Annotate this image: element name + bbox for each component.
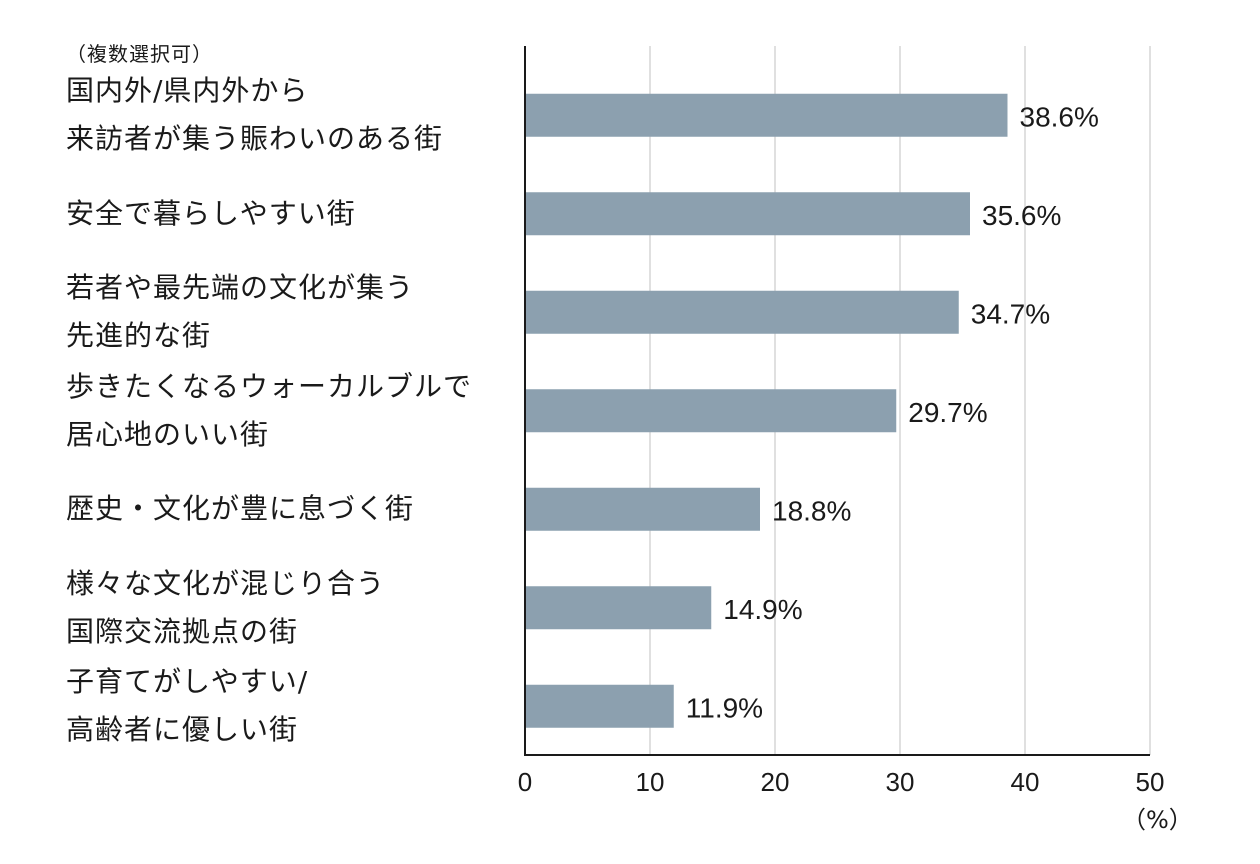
bar-0 (525, 93, 1008, 137)
x-axis-unit: （%） (1122, 806, 1193, 834)
category-label-6: 子育てがしやすい/ 高齢者に優しい街 (66, 665, 309, 747)
bar-value-label-4: 18.8% (772, 495, 851, 526)
x-tick-label-0: 0 (518, 767, 532, 797)
chart-note: （複数選択可） (66, 42, 213, 66)
category-label-1: 安全で暮らしやすい街 (66, 196, 356, 230)
x-tick-label-30: 30 (886, 767, 915, 797)
x-tick-label-40: 40 (1011, 767, 1040, 797)
bar-value-label-0: 38.6% (1020, 101, 1099, 132)
bar-3 (525, 389, 897, 433)
bar-value-label-6: 11.9% (686, 692, 763, 723)
category-label-5: 様々な文化が混じり合う 国際交流拠点の街 (66, 566, 386, 648)
bar-5 (525, 586, 712, 630)
category-label-3: 歩きたくなるウォーカルブルで 居心地のいい街 (66, 369, 473, 451)
x-tick-label-50: 50 (1136, 767, 1165, 797)
bar-4 (525, 487, 760, 531)
bar-value-label-1: 35.6% (982, 200, 1061, 231)
category-label-0: 国内外/県内外から 来訪者が集う賑わいのある街 (66, 74, 444, 156)
bar-value-label-3: 29.7% (908, 397, 987, 428)
x-tick-label-20: 20 (761, 767, 790, 797)
bar-value-label-2: 34.7% (971, 298, 1050, 329)
bar-value-label-5: 14.9% (723, 594, 802, 625)
x-tick-label-10: 10 (636, 767, 665, 797)
bar-2 (525, 290, 959, 334)
bar-6 (525, 684, 674, 728)
category-label-2: 若者や最先端の文化が集う 先進的な街 (66, 271, 415, 353)
category-label-4: 歴史・文化が豊に息づく街 (66, 492, 415, 526)
bar-1 (525, 192, 970, 236)
